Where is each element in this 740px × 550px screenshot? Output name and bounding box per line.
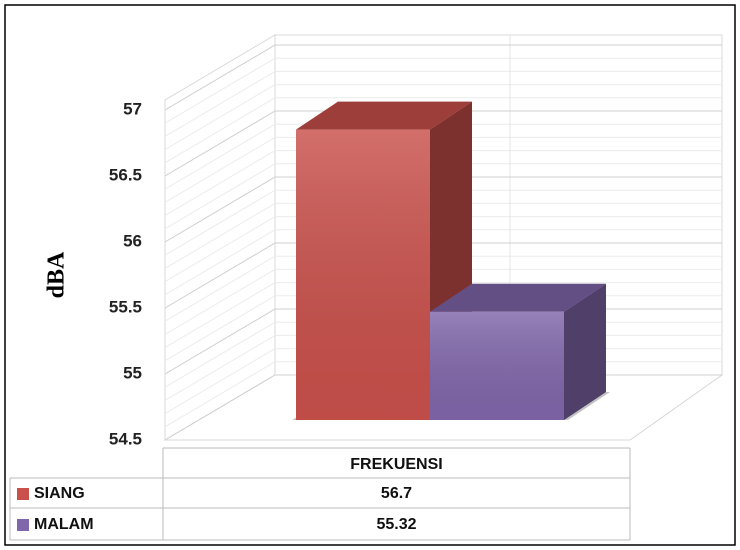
bar-top: [430, 283, 606, 312]
minor-grid: [164, 321, 276, 388]
minor-grid: [164, 123, 276, 190]
minor-grid: [164, 229, 276, 296]
minor-grid: [164, 255, 276, 322]
x-tick-label: FREKUENSI: [350, 456, 442, 473]
grid-line: [164, 242, 722, 309]
y-axis-label: dBA: [44, 251, 70, 298]
minor-grid: [164, 282, 276, 349]
legend-label: MALAM: [34, 516, 94, 533]
minor-grid: [164, 268, 276, 335]
minor-grid: [164, 57, 276, 124]
minor-grid: [164, 295, 276, 362]
y-tick-label: 55.5: [109, 297, 142, 316]
minor-grid: [164, 334, 276, 401]
minor-grid: [164, 70, 276, 137]
minor-grid: [164, 150, 276, 217]
y-tick-label: 56: [123, 231, 142, 250]
minor-grid: [164, 216, 276, 283]
plot: [292, 101, 610, 420]
table-value: 56.7: [381, 485, 412, 502]
shade: [430, 311, 564, 420]
minor-grid: [164, 163, 276, 230]
y-tick-label: 55: [123, 363, 142, 382]
minor-grid: [164, 84, 276, 151]
minor-grid: [164, 97, 276, 164]
shade: [296, 129, 430, 420]
bar-side: [564, 283, 606, 420]
minor-grid: [164, 136, 276, 203]
grid-line: [164, 44, 722, 111]
minor-grid: [164, 348, 276, 415]
data-table: FREKUENSI 56.7 55.32 SIANG MALAM: [9, 447, 631, 541]
legend-swatch: [17, 488, 29, 500]
grid-line: [164, 176, 722, 243]
shade: [430, 283, 606, 312]
shade: [296, 101, 472, 130]
minor-grid: [164, 202, 276, 269]
legend-label: SIANG: [34, 485, 85, 502]
bar-top: [296, 101, 472, 130]
y-tick-label: 54.5: [109, 429, 142, 448]
table-value: 55.32: [376, 516, 416, 533]
left-wall: [164, 34, 276, 441]
legend-swatch: [17, 519, 29, 531]
y-tick-label: 56.5: [109, 165, 142, 184]
minor-grid: [164, 361, 276, 428]
y-tick-label: 57: [123, 99, 142, 118]
shade: [564, 283, 606, 420]
grid-line: [164, 110, 722, 177]
minor-grid: [164, 189, 276, 256]
